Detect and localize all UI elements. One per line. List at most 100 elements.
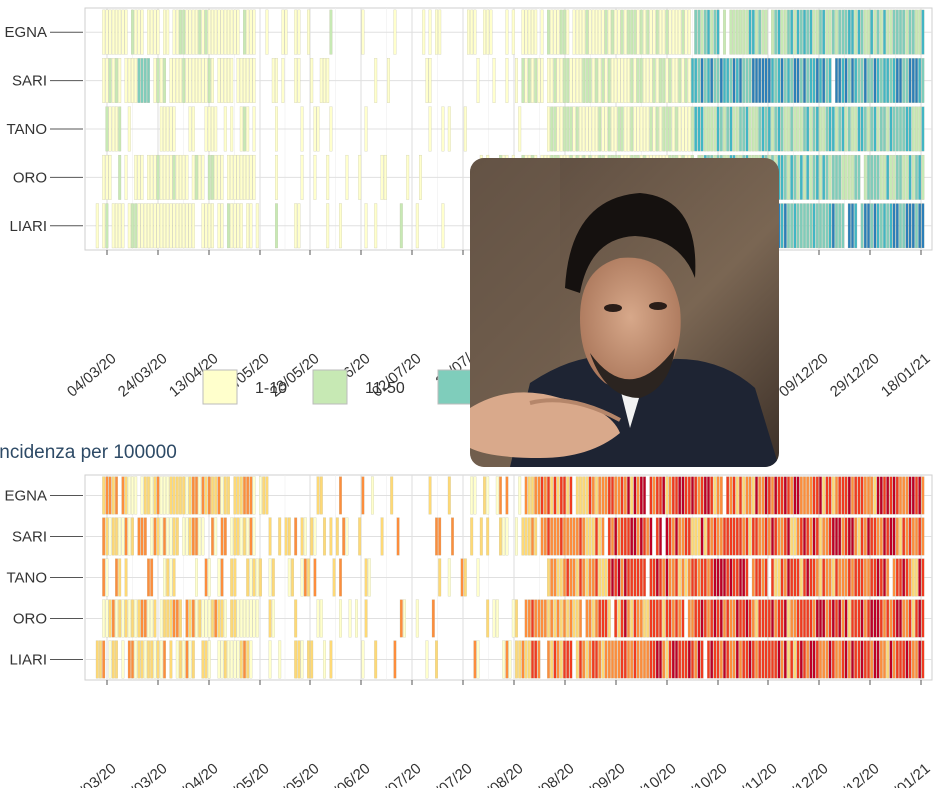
heat-cell (105, 476, 109, 515)
heat-cell (691, 476, 694, 515)
heat-cell (543, 599, 547, 638)
heat-cell (815, 203, 819, 249)
heat-cell (172, 58, 176, 103)
heat-cell (703, 106, 707, 152)
heat-cell (620, 558, 624, 597)
heat-cell (905, 58, 909, 103)
heat-cell (319, 58, 323, 103)
heat-cell (636, 106, 640, 152)
heat-cell (780, 476, 784, 515)
heat-cell (883, 106, 886, 152)
heat-cell (873, 476, 877, 515)
heat-cell (710, 476, 714, 515)
heat-cell (710, 106, 714, 152)
heat-cell (140, 154, 144, 200)
heat-cell (198, 9, 202, 55)
heat-cell (143, 476, 147, 515)
heat-cell (726, 58, 730, 103)
heat-cell (710, 558, 714, 597)
heat-cell (815, 558, 819, 597)
heat-cell (905, 9, 909, 55)
heat-cell (220, 9, 224, 55)
heat-cell (588, 106, 592, 152)
heat-cell (204, 9, 208, 55)
legend-label: 1-10 (255, 380, 287, 397)
heat-cell (735, 558, 739, 597)
heat-cell (563, 58, 566, 103)
heat-cell (115, 599, 118, 638)
heat-cell (470, 517, 474, 556)
heat-cell (585, 58, 589, 103)
heat-cell (799, 476, 803, 515)
heat-cell (361, 640, 365, 679)
heat-cell (396, 517, 400, 556)
heat-cell (329, 517, 333, 556)
x-tick-label: 02/07/20 (369, 760, 425, 788)
heat-cell (278, 517, 282, 556)
heat-cell (559, 9, 563, 55)
heat-cell (831, 640, 835, 679)
heat-cell (655, 106, 659, 152)
heat-cell (601, 517, 605, 556)
heat-cell (825, 517, 829, 556)
x-tick-label: 04/03/20 (64, 760, 120, 788)
heat-cell (102, 517, 106, 556)
heat-cell (915, 9, 918, 55)
heat-cell (755, 58, 758, 103)
heat-cell (111, 203, 115, 249)
heat-cell (675, 58, 678, 103)
heat-cell (511, 599, 515, 638)
heat-cell (915, 476, 918, 515)
heat-cell (892, 9, 896, 55)
heat-cell (687, 517, 691, 556)
heat-cell (614, 640, 618, 679)
heat-cell (313, 517, 317, 556)
heat-cell (150, 517, 154, 556)
heat-cell (799, 203, 803, 249)
heat-cell (217, 640, 221, 679)
heat-cell (633, 58, 637, 103)
heat-cell (684, 558, 688, 597)
heat-cell (911, 203, 915, 249)
heat-cell (870, 154, 874, 200)
heat-cell (707, 640, 710, 679)
heat-cell (678, 476, 682, 515)
heat-cell (243, 58, 246, 103)
heat-cell (569, 599, 573, 638)
heat-cell (124, 517, 128, 556)
heat-cell (239, 203, 243, 249)
heat-cell (627, 106, 630, 152)
heat-cell (902, 9, 906, 55)
heat-cell (857, 106, 861, 152)
heat-cell (646, 640, 650, 679)
heat-cell (505, 517, 509, 556)
heat-cell (790, 154, 794, 200)
heat-cell (764, 517, 768, 556)
heat-cell (323, 58, 326, 103)
heat-cell (787, 476, 790, 515)
heat-cell (671, 106, 675, 152)
heat-cell (342, 517, 346, 556)
heat-cell (201, 640, 205, 679)
heat-cell (236, 640, 240, 679)
heat-cell (607, 517, 611, 556)
heat-cell (828, 106, 832, 152)
heat-cell (854, 58, 858, 103)
heat-cell (681, 558, 685, 597)
heat-cell (326, 58, 330, 103)
heat-cell (899, 599, 902, 638)
heat-cell (524, 58, 528, 103)
heat-cell (623, 58, 627, 103)
heat-cell (428, 476, 432, 515)
heat-cell (879, 476, 883, 515)
heat-cell (729, 58, 733, 103)
heat-cell (780, 558, 784, 597)
heat-cell (236, 154, 240, 200)
heat-cell (745, 58, 749, 103)
heat-cell (607, 640, 611, 679)
heat-cell (719, 640, 723, 679)
row-label: SARI (12, 529, 47, 546)
heat-cell (633, 517, 637, 556)
heat-cell (153, 203, 157, 249)
heat-cell (172, 106, 176, 152)
